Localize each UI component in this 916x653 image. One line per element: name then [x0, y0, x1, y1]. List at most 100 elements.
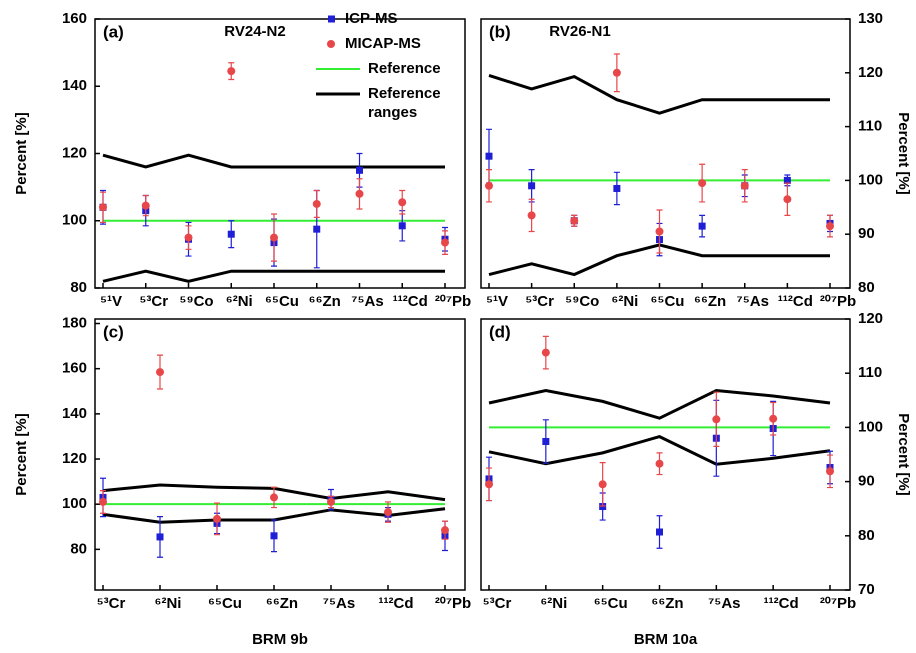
legend-label: Reference [368, 60, 441, 77]
x-tick-label: ⁵³Cr [97, 595, 126, 612]
range-lower [102, 269, 445, 283]
marker [398, 198, 407, 207]
x-tick-label: ¹¹²Cd [778, 293, 813, 310]
marker [570, 216, 579, 225]
x-tick-label: ¹¹²Cd [393, 293, 428, 310]
marker [270, 493, 278, 502]
x-tick-label: ⁶²Ni [155, 595, 182, 612]
y-tick-label: 140 [62, 77, 87, 94]
y-axis-label: Percent [%] [895, 413, 912, 496]
marker [712, 415, 721, 424]
marker [270, 233, 278, 242]
y-axis-label: Percent [%] [13, 112, 30, 195]
panel-title: RV24-N2 [224, 23, 285, 40]
x-tick-label: ⁷⁵As [708, 595, 740, 612]
legend-marker [328, 15, 335, 23]
marker [542, 437, 550, 445]
marker [826, 222, 834, 231]
range-upper [488, 389, 831, 420]
legend-label: MICAP-MS [345, 35, 421, 52]
y-tick-label: 160 [62, 10, 87, 27]
marker [441, 526, 449, 535]
marker [826, 467, 834, 476]
marker [612, 68, 621, 77]
x-tick-label: ⁶²Ni [540, 595, 567, 612]
marker [99, 497, 107, 506]
marker [656, 528, 663, 536]
marker [740, 181, 749, 190]
panel-label: (d) [489, 322, 511, 341]
y-tick-label: 120 [62, 144, 87, 161]
marker [613, 184, 621, 192]
marker [769, 414, 778, 423]
x-tick-label: ⁵¹V [486, 293, 508, 310]
x-tick-label: ⁵³Cr [139, 293, 168, 310]
y-tick-label: 120 [62, 450, 87, 467]
x-tick-label: ⁶⁵Cu [651, 293, 685, 310]
x-tick-label: ⁶⁶Zn [309, 293, 341, 310]
x-tick-label: ²⁰⁷Pb [435, 595, 471, 612]
plot-frame [94, 318, 466, 591]
marker [270, 532, 278, 540]
marker [598, 480, 607, 489]
x-tick-label: ⁷⁵As [737, 293, 769, 310]
plot-frame [480, 18, 851, 289]
marker [783, 195, 792, 204]
marker [655, 459, 664, 468]
x-tick-label: ⁵¹V [100, 293, 122, 310]
y-tick-label: 110 [858, 118, 882, 135]
y-tick-label: 120 [858, 64, 883, 81]
marker [327, 497, 335, 506]
legend-marker [327, 40, 335, 48]
x-tick-label: ²⁰⁷Pb [820, 293, 856, 310]
marker [698, 179, 707, 188]
x-tick-label: ⁵³Cr [525, 293, 554, 310]
panel-label: (a) [103, 22, 124, 41]
y-tick-label: 90 [858, 225, 875, 242]
marker [184, 233, 193, 242]
x-tick-label: ⁶²Ni [611, 293, 638, 310]
marker [313, 225, 321, 233]
x-axis-label: BRM 9b [252, 631, 308, 648]
marker [356, 166, 363, 174]
x-tick-label: ⁶⁵Cu [208, 595, 242, 612]
marker [541, 348, 550, 357]
x-tick-label: ¹¹²Cd [764, 595, 799, 612]
marker [384, 508, 392, 517]
marker [141, 201, 150, 210]
y-tick-label: 80 [70, 540, 87, 557]
y-tick-label: 110 [858, 364, 882, 381]
legend-label-box: Reference ranges [368, 85, 441, 121]
marker [227, 230, 235, 238]
x-tick-label: ⁵³Cr [483, 595, 512, 612]
x-tick-label: ⁶⁵Cu [265, 293, 299, 310]
y-tick-label: 80 [70, 279, 87, 296]
marker [655, 227, 664, 236]
range-upper [102, 153, 445, 169]
marker [485, 181, 493, 190]
range-upper [488, 74, 830, 115]
y-tick-label: 130 [858, 10, 883, 27]
y-tick-label: 100 [858, 418, 883, 435]
y-axis-label: Percent [%] [895, 112, 912, 195]
marker [156, 533, 164, 541]
y-tick-label: 120 [858, 310, 883, 327]
y-tick-label: 100 [858, 171, 883, 188]
y-tick-label: 70 [858, 581, 875, 598]
marker [698, 222, 706, 230]
legend-label: Reference ranges [368, 85, 441, 121]
legend-label: ICP-MS [345, 10, 398, 27]
marker [99, 203, 107, 212]
panel-title: RV26-N1 [549, 23, 610, 40]
panel-label: (c) [103, 322, 124, 341]
x-axis-label: BRM 10a [634, 631, 698, 648]
x-tick-label: ⁶⁵Cu [594, 595, 628, 612]
marker [485, 152, 493, 160]
y-tick-label: 80 [858, 279, 875, 296]
x-tick-label: ⁶⁶Zn [266, 595, 298, 612]
marker [527, 211, 536, 220]
x-tick-label: ⁷⁵As [351, 293, 383, 310]
marker [312, 199, 321, 208]
y-tick-label: 90 [858, 473, 875, 490]
